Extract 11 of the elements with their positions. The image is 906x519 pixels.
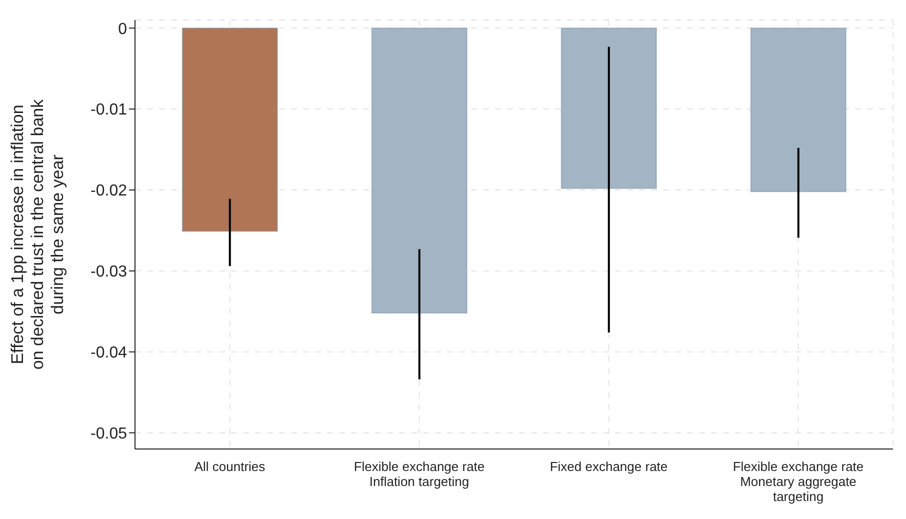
x-tick-label: Flexible exchange rate Inflation targeting [354,459,485,489]
y-tick-label: -0.03 [90,264,128,281]
y-tick-label: -0.01 [90,102,128,119]
x-tick-label: All countries [194,459,266,474]
y-tick-label: -0.02 [90,182,128,200]
x-tick-label: Flexible exchange rate Monetary aggregate targeting [732,459,864,504]
y-tick-label: -0.04 [90,344,128,362]
y-axis-title: Effect of a 1pp increase in inflation on declared trust in the central bank during the same year [8,98,67,370]
y-tick-label: -0.05 [90,425,128,442]
y-tick-label: 0 [118,20,128,38]
x-tick-label: Fixed exchange rate [550,459,668,474]
